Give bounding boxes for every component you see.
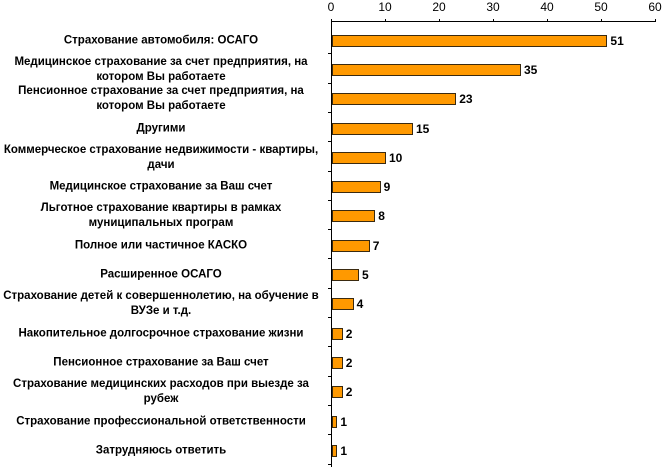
value-label: 5 (362, 268, 369, 283)
bar (332, 269, 359, 282)
x-tick-mark (547, 19, 548, 22)
value-label: 8 (378, 209, 385, 224)
y-tick-mark (328, 287, 331, 289)
category-label: Медицинское страхование за счет предприя… (14, 55, 308, 83)
x-axis-line (331, 21, 655, 22)
x-tick-mark (493, 19, 494, 22)
x-tick-mark (439, 19, 440, 22)
category-label: Льготное страхование квартиры в рамках м… (40, 202, 282, 230)
category-label: Пенсионное страхование за Ваш счет (53, 356, 269, 369)
value-label: 7 (372, 238, 380, 253)
value-label: 9 (383, 180, 391, 195)
bar (332, 415, 338, 428)
value-label: 2 (345, 326, 353, 341)
y-tick-mark (328, 229, 331, 231)
y-tick-mark (328, 82, 331, 84)
category-label: Накопительное долгосрочное страхование ж… (18, 327, 304, 340)
x-tick-mark (655, 19, 656, 22)
y-tick-mark (328, 404, 331, 406)
category-label: Другими (136, 122, 186, 135)
bar (332, 356, 343, 369)
x-tick-mark (385, 19, 386, 22)
category-label: Страхование автомобиля: ОСАГО (63, 34, 259, 47)
category-label: Медицинское страхование за Ваш счет (49, 180, 273, 193)
value-label: 2 (345, 385, 353, 400)
bar (332, 444, 338, 457)
y-tick-mark (328, 199, 331, 201)
x-tick-label: 20 (432, 0, 446, 14)
category-label: Пенсионное страхование за счет предприят… (18, 85, 304, 113)
y-tick-mark (328, 317, 331, 318)
x-tick-mark (331, 19, 332, 22)
bar (332, 122, 413, 135)
bar (332, 210, 376, 223)
value-label: 2 (345, 355, 353, 370)
bar (332, 327, 343, 340)
category-label: Страхование профессиональной ответственн… (16, 415, 306, 428)
x-tick-label: 60 (648, 0, 662, 14)
x-tick-label: 10 (378, 0, 392, 14)
category-label: Затрудняюсь ответить (95, 444, 227, 457)
x-tick-label: 30 (486, 0, 500, 14)
value-label: 1 (340, 443, 348, 458)
value-label: 35 (524, 62, 538, 77)
x-tick-label: 50 (594, 0, 608, 14)
y-tick-mark (328, 463, 331, 465)
bar (332, 34, 608, 47)
bar (332, 151, 386, 164)
y-tick-mark (328, 170, 331, 172)
x-tick-label: 0 (327, 0, 335, 14)
value-label: 23 (459, 92, 473, 107)
value-label: 10 (389, 150, 403, 165)
x-tick-mark (601, 19, 602, 22)
y-tick-mark (328, 141, 331, 143)
y-tick-mark (328, 53, 331, 55)
value-label: 15 (416, 121, 430, 136)
y-tick-mark (328, 434, 331, 436)
bar (332, 181, 381, 194)
y-axis-line (331, 21, 332, 467)
category-label: Расширенное ОСАГО (100, 268, 222, 281)
category-label: Коммерческое страхование недвижимости - … (3, 143, 319, 171)
category-label: Полное или частичное КАСКО (74, 239, 248, 252)
bar (332, 63, 521, 76)
bar (332, 386, 343, 399)
value-label: 1 (340, 414, 348, 429)
bar (332, 93, 457, 106)
category-label: Страхование детей к совершеннолетию, на … (3, 290, 319, 318)
y-tick-mark (328, 258, 331, 260)
bar (332, 239, 370, 252)
value-label: 4 (356, 297, 364, 312)
y-tick-mark (328, 346, 331, 348)
bar (332, 298, 354, 311)
x-tick-label: 40 (540, 0, 554, 14)
y-tick-mark (328, 375, 331, 377)
category-label: Страхование медицинских расходов при вые… (13, 378, 309, 406)
y-tick-mark (328, 111, 331, 113)
value-label: 51 (610, 33, 624, 48)
